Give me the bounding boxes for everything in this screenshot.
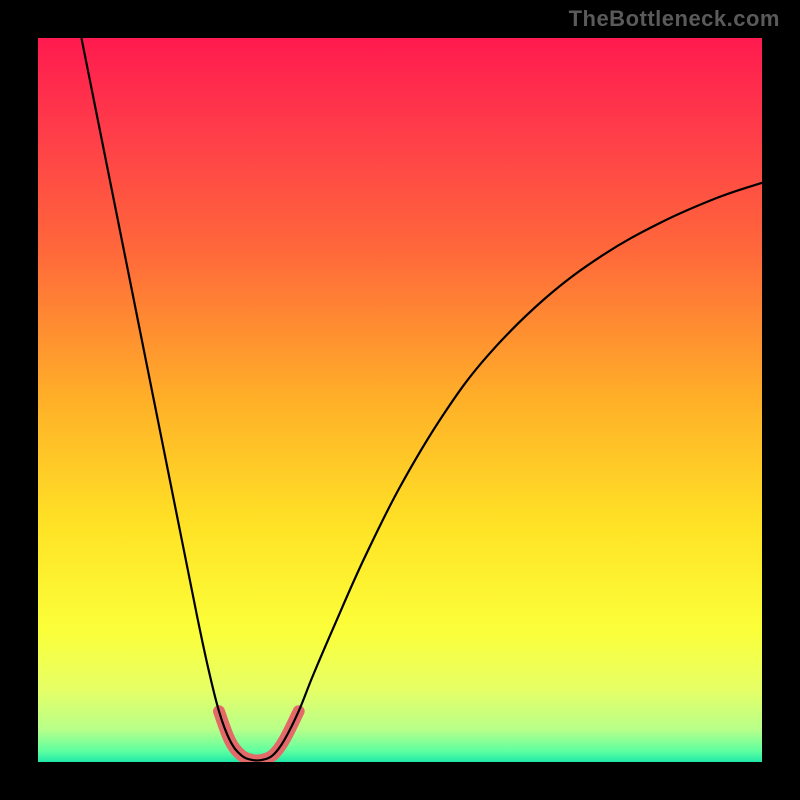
bottleneck-chart-svg (38, 38, 762, 762)
gradient-background (38, 38, 762, 762)
chart-plot-area (38, 38, 762, 762)
watermark-text: TheBottleneck.com (569, 6, 780, 32)
